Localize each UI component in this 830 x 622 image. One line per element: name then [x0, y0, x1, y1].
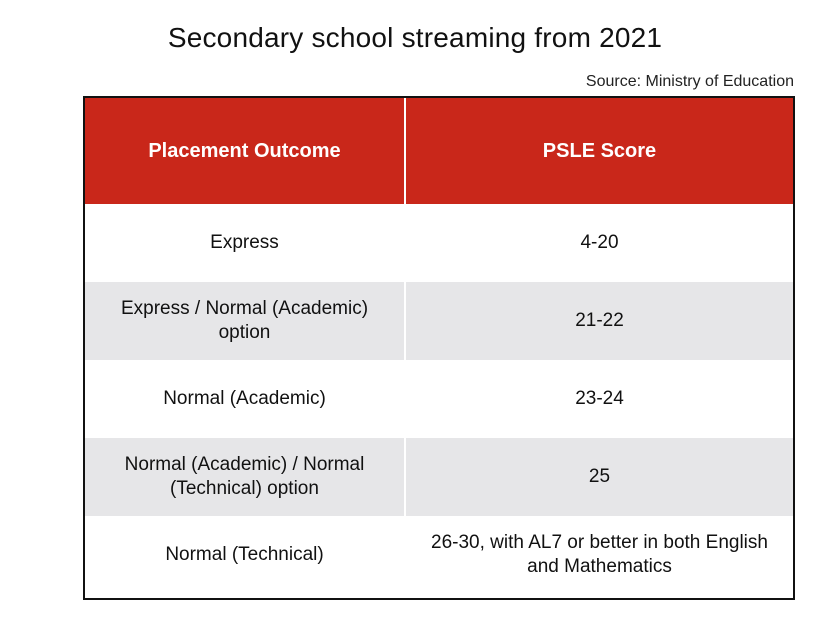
psle-score-cell: 26-30, with AL7 or better in both Englis…	[405, 516, 793, 594]
psle-score-cell: 21-22	[405, 282, 793, 360]
psle-score-cell: 25	[405, 438, 793, 516]
psle-score-cell: 23-24	[405, 360, 793, 438]
streaming-table: Placement Outcome PSLE Score Express 4-2…	[85, 98, 793, 594]
header-row: Placement Outcome PSLE Score	[85, 98, 793, 204]
column-header-placement-outcome: Placement Outcome	[85, 98, 406, 204]
psle-score-cell: 4-20	[405, 204, 793, 282]
table-header: Placement Outcome PSLE Score	[85, 98, 793, 204]
placement-outcome-cell: Normal (Technical)	[85, 516, 406, 594]
table-row: Express / Normal (Academic) option 21-22	[85, 282, 793, 360]
column-header-psle-score: PSLE Score	[405, 98, 793, 204]
placement-outcome-cell: Express	[85, 204, 406, 282]
table-row: Express 4-20	[85, 204, 793, 282]
placement-outcome-cell: Normal (Academic) / Normal (Technical) o…	[85, 438, 406, 516]
placement-outcome-cell: Normal (Academic)	[85, 360, 406, 438]
source-note: Source: Ministry of Education	[585, 73, 794, 90]
table-row: Normal (Academic) 23-24	[85, 360, 793, 438]
table-body: Express 4-20 Express / Normal (Academic)…	[85, 204, 793, 594]
table-row: Normal (Academic) / Normal (Technical) o…	[85, 438, 793, 516]
placement-outcome-cell: Express / Normal (Academic) option	[85, 282, 406, 360]
streaming-table-frame: Placement Outcome PSLE Score Express 4-2…	[83, 96, 795, 600]
chart-title: Secondary school streaming from 2021	[167, 22, 663, 53]
table-row: Normal (Technical) 26-30, with AL7 or be…	[85, 516, 793, 594]
